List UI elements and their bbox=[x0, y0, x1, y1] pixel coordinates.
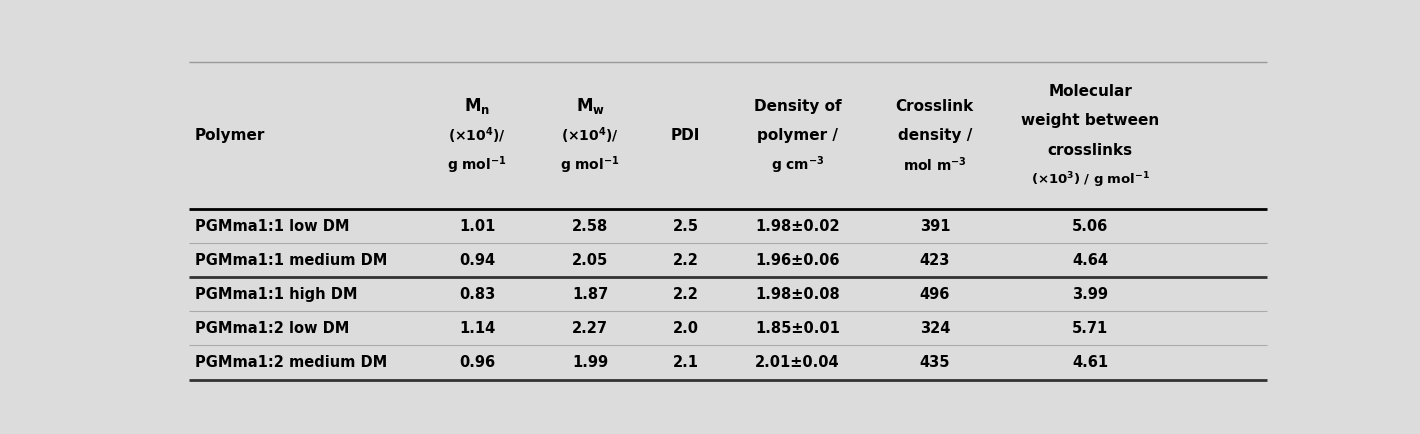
Text: 1.98±0.02: 1.98±0.02 bbox=[755, 219, 839, 233]
Text: 2.01±0.04: 2.01±0.04 bbox=[755, 355, 839, 370]
Text: $\mathbf{M_w}$: $\mathbf{M_w}$ bbox=[575, 96, 605, 116]
Text: $\mathbf{(\times10^4) /}$: $\mathbf{(\times10^4) /}$ bbox=[449, 125, 506, 146]
Text: weight between: weight between bbox=[1021, 113, 1159, 128]
Text: 0.83: 0.83 bbox=[459, 287, 496, 302]
Text: PGMma1:2 low DM: PGMma1:2 low DM bbox=[195, 321, 349, 336]
Text: $\mathbf{g\ mol^{-1}}$: $\mathbf{g\ mol^{-1}}$ bbox=[447, 154, 507, 176]
Text: $\mathbf{g\ cm^{-3}}$: $\mathbf{g\ cm^{-3}}$ bbox=[771, 154, 824, 176]
Text: 2.2: 2.2 bbox=[673, 253, 699, 268]
Text: 2.58: 2.58 bbox=[572, 219, 608, 233]
Text: Polymer: Polymer bbox=[195, 128, 266, 143]
Text: 423: 423 bbox=[920, 253, 950, 268]
Text: Molecular: Molecular bbox=[1048, 84, 1132, 99]
Text: 1.98±0.08: 1.98±0.08 bbox=[755, 287, 839, 302]
Text: 1.14: 1.14 bbox=[459, 321, 496, 336]
Text: 1.85±0.01: 1.85±0.01 bbox=[755, 321, 839, 336]
Text: 1.99: 1.99 bbox=[572, 355, 608, 370]
Text: PDI: PDI bbox=[672, 128, 700, 143]
Text: 435: 435 bbox=[920, 355, 950, 370]
Text: $\mathbf{(\times10^3)\ /\ g\ mol^{-1}}$: $\mathbf{(\times10^3)\ /\ g\ mol^{-1}}$ bbox=[1031, 170, 1150, 190]
Text: 2.1: 2.1 bbox=[673, 355, 699, 370]
Text: PGMma1:1 high DM: PGMma1:1 high DM bbox=[195, 287, 358, 302]
Text: $\mathbf{(\times10^4) /}$: $\mathbf{(\times10^4) /}$ bbox=[561, 125, 619, 146]
Text: 0.94: 0.94 bbox=[459, 253, 496, 268]
Text: 2.05: 2.05 bbox=[572, 253, 608, 268]
Text: 3.99: 3.99 bbox=[1072, 287, 1108, 302]
Text: $\mathbf{M_n}$: $\mathbf{M_n}$ bbox=[464, 96, 490, 116]
Text: 2.2: 2.2 bbox=[673, 287, 699, 302]
Text: 4.64: 4.64 bbox=[1072, 253, 1108, 268]
Text: $\mathbf{mol\ m^{-3}}$: $\mathbf{mol\ m^{-3}}$ bbox=[903, 156, 967, 174]
Text: 1.96±0.06: 1.96±0.06 bbox=[755, 253, 839, 268]
Text: 2.0: 2.0 bbox=[673, 321, 699, 336]
Text: 391: 391 bbox=[920, 219, 950, 233]
Text: 324: 324 bbox=[920, 321, 950, 336]
Text: 1.87: 1.87 bbox=[572, 287, 608, 302]
Text: 0.96: 0.96 bbox=[459, 355, 496, 370]
Text: 5.06: 5.06 bbox=[1072, 219, 1108, 233]
Text: polymer /: polymer / bbox=[757, 128, 838, 143]
Text: PGMma1:1 low DM: PGMma1:1 low DM bbox=[195, 219, 349, 233]
Text: crosslinks: crosslinks bbox=[1048, 143, 1133, 158]
Text: Crosslink: Crosslink bbox=[896, 99, 974, 114]
Text: 1.01: 1.01 bbox=[459, 219, 496, 233]
Text: 5.71: 5.71 bbox=[1072, 321, 1108, 336]
Text: density /: density / bbox=[897, 128, 973, 143]
Text: 4.61: 4.61 bbox=[1072, 355, 1108, 370]
Text: PGMma1:2 medium DM: PGMma1:2 medium DM bbox=[195, 355, 388, 370]
Text: 2.27: 2.27 bbox=[572, 321, 608, 336]
Text: 496: 496 bbox=[920, 287, 950, 302]
Text: PGMma1:1 medium DM: PGMma1:1 medium DM bbox=[195, 253, 388, 268]
Text: $\mathbf{g\ mol^{-1}}$: $\mathbf{g\ mol^{-1}}$ bbox=[561, 154, 621, 176]
Text: 2.5: 2.5 bbox=[673, 219, 699, 233]
Text: Density of: Density of bbox=[754, 99, 841, 114]
